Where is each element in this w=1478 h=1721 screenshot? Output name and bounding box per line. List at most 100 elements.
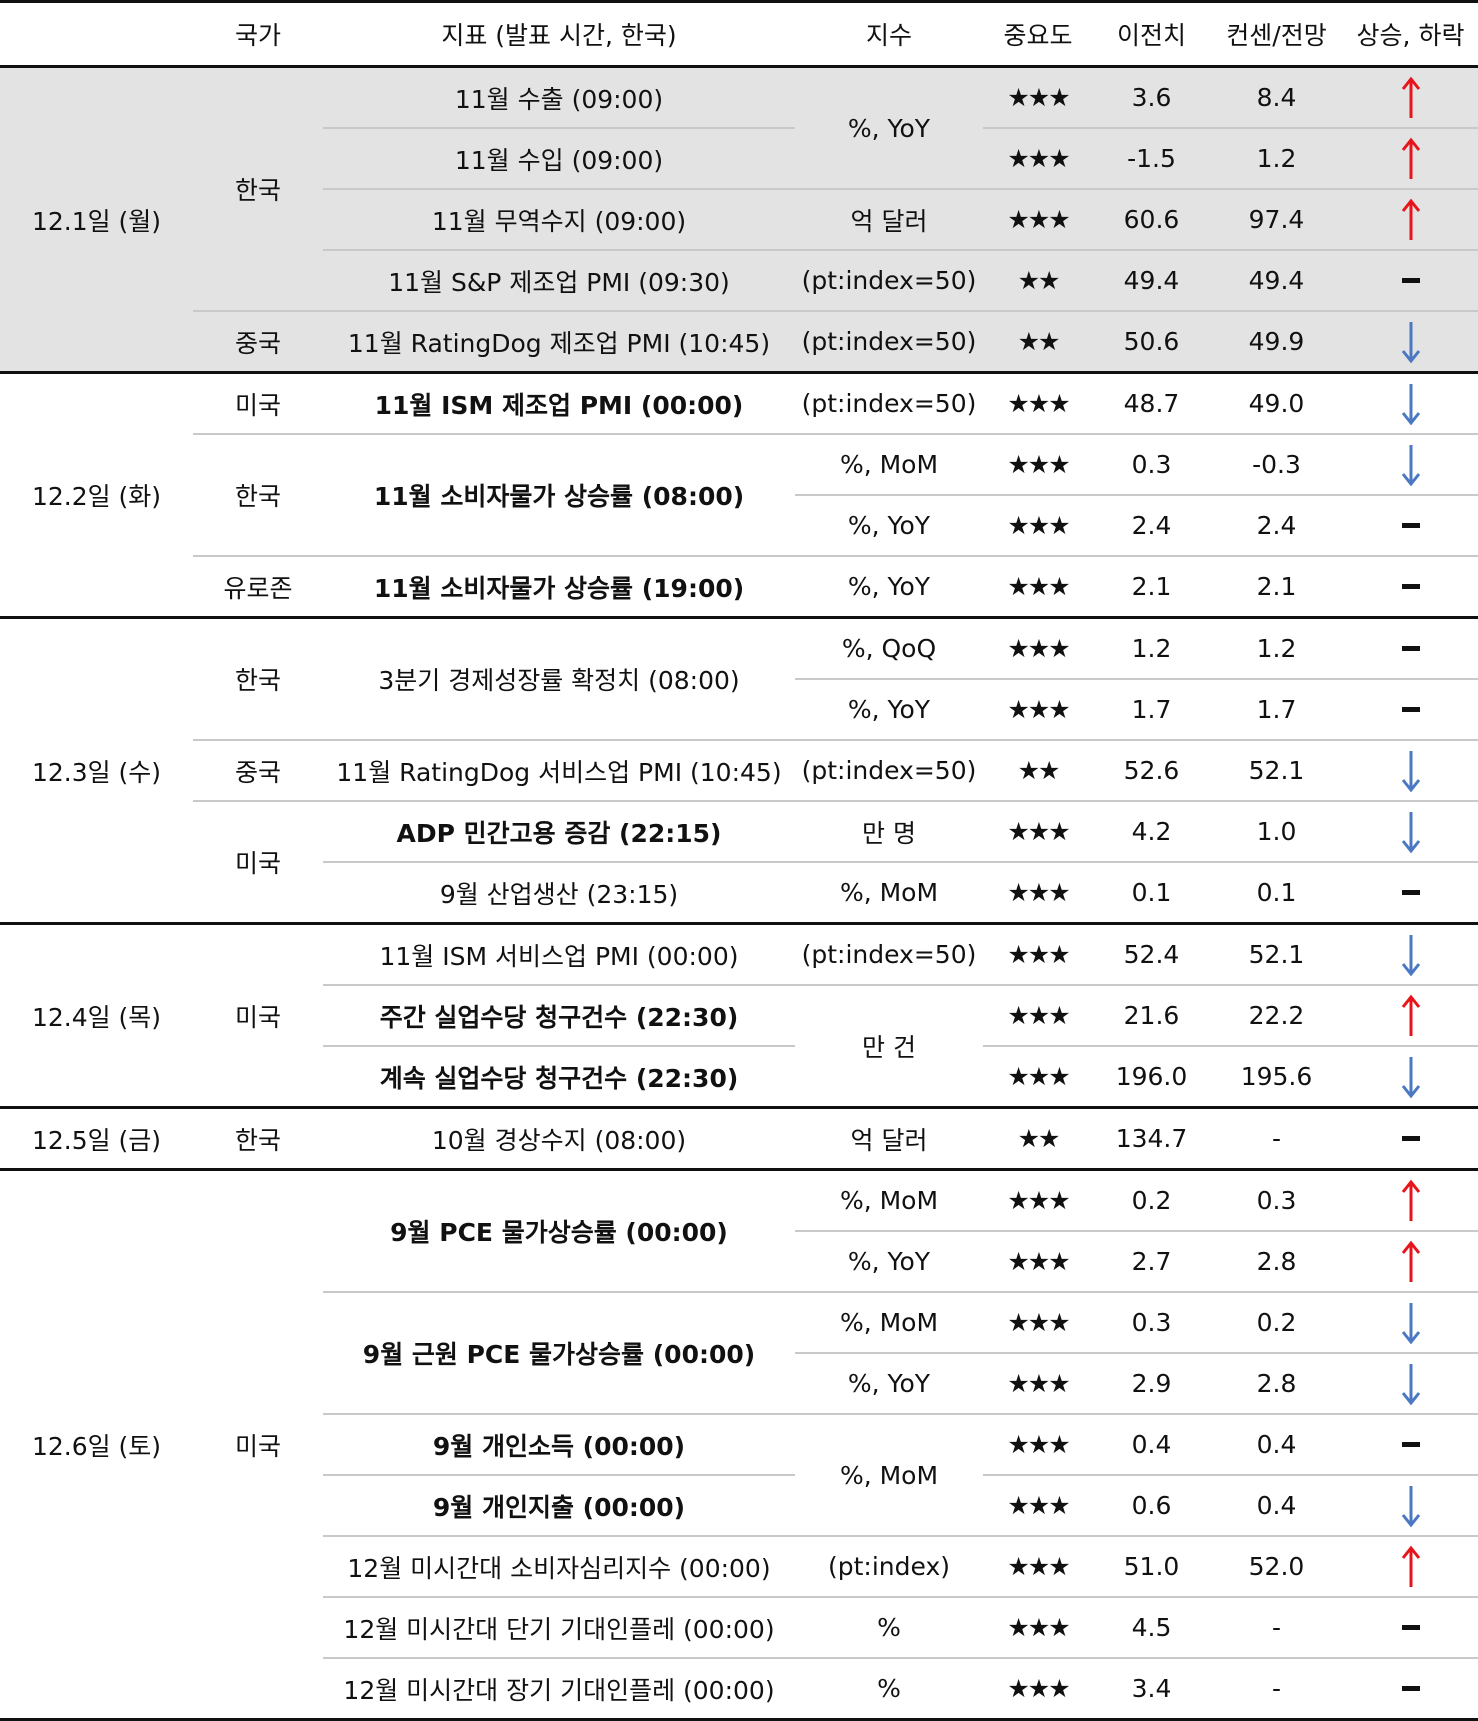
direction-cell [1343,66,1478,129]
previous-value: 2.9 [1093,1353,1210,1415]
unit-cell: %, YoY [795,556,983,619]
indicator-cell: 3분기 경제성장률 확정치 (08:00) [323,617,795,741]
direction-cell [1343,372,1478,435]
arrow-down-icon [1401,934,1420,976]
importance-stars: ★★★ [983,801,1093,863]
consensus-value: 97.4 [1210,189,1343,251]
importance-stars: ★★★ [983,1475,1093,1537]
direction-cell [1343,1597,1478,1659]
previous-value: 0.3 [1093,1292,1210,1354]
dash-icon [1401,522,1420,528]
importance-stars: ★★★ [983,1353,1093,1415]
consensus-value: 49.4 [1210,250,1343,312]
date-cell: 12.3일 (수) [0,617,193,925]
indicator-cell: 10월 경상수지 (08:00) [323,1107,795,1171]
indicator-cell: ADP 민간고용 증감 (22:15) [323,801,795,863]
indicator-cell: 9월 개인소득 (00:00) [323,1414,795,1476]
previous-value: 0.4 [1093,1414,1210,1476]
table-row: 12.4일 (목) 미국 11월 ISM 서비스업 PMI (00:00) (pt:i… [0,923,1478,1109]
previous-value: 52.6 [1093,740,1210,802]
unit-cell: (pt:index=50) [795,923,983,986]
consensus-value: 2.4 [1210,495,1343,557]
consensus-value: 0.2 [1210,1292,1343,1354]
table-row: %, YoY ★★★ 2.7 2.8 [0,1231,1478,1293]
table-row: 11월 S&P 제조업 PMI (09:30) (pt:index=50) ★★ 49… [0,250,1478,312]
date-cell: 12.6일 (토) [0,1169,193,1721]
unit-cell: %, YoY [795,495,983,557]
consensus-value: 2.8 [1210,1231,1343,1293]
table-row: 12.3일 (수) 한국 3분기 경제성장률 확정치 (08:00)%, QoQ ★★… [0,617,1478,925]
importance-stars: ★★★ [983,1536,1093,1598]
unit-cell: %, MoM [795,434,983,496]
previous-value: 50.6 [1093,311,1210,374]
direction-cell [1343,250,1478,312]
consensus-value: 195.6 [1210,1046,1343,1109]
indicator-cell: 11월 수출 (09:00) [323,66,795,129]
table-row: 주간 실업수당 청구건수 (22:30) 만 건 ★★★ 21.6 22.2 [0,985,1478,1109]
direction-cell [1343,1658,1478,1721]
table-row: 9월 산업생산 (23:15)%, MoM ★★★ 0.1 0.1 [0,862,1478,925]
arrow-up-icon [1401,137,1420,179]
table-row: 계속 실업수당 청구건수 (22:30) ★★★ 196.0 195.6 [0,1046,1478,1109]
header-previous: 이전치 [1093,0,1210,68]
consensus-value: 22.2 [1210,985,1343,1047]
country-cell: 미국 [193,1169,323,1721]
consensus-value: 52.0 [1210,1536,1343,1598]
previous-value: 0.1 [1093,862,1210,925]
previous-value: 49.4 [1093,250,1210,312]
consensus-value: 2.1 [1210,556,1343,619]
indicator-cell: 11월 S&P 제조업 PMI (09:30) [323,250,795,312]
indicator-cell: 12월 미시간대 단기 기대인플레 (00:00) [323,1597,795,1659]
importance-stars: ★★★ [983,985,1093,1047]
arrow-down-icon [1401,1363,1420,1405]
previous-value: 3.6 [1093,66,1210,129]
unit-cell: 만 명 [795,801,983,863]
table-row: 12.1일 (월) 한국 11월 수출 (09:00)%, YoY ★★★ 3.6 8.4 [0,66,1478,374]
importance-stars: ★★★ [983,679,1093,741]
table-row: 미국 ADP 민간고용 증감 (22:15) 만 명 ★★★ 4.2 1.0 [0,801,1478,925]
direction-cell [1343,801,1478,863]
previous-value: 60.6 [1093,189,1210,251]
direction-cell [1343,1536,1478,1598]
header-indicator: 지표 (발표 시간, 한국) [323,0,795,68]
consensus-value: 49.0 [1210,372,1343,435]
indicator-cell: 11월 수입 (09:00) [323,128,795,190]
table-row: %, YoY ★★★ 1.7 1.7 [0,679,1478,741]
indicator-cell: 9월 산업생산 (23:15) [323,862,795,925]
consensus-value: - [1210,1107,1343,1171]
previous-value: 1.2 [1093,617,1210,680]
indicator-cell: 9월 근원 PCE 물가상승률 (00:00) [323,1292,795,1415]
indicator-cell: 11월 소비자물가 상승률 (19:00) [323,556,795,619]
header-country: 국가 [193,0,323,68]
dash-icon [1401,583,1420,589]
previous-value: 196.0 [1093,1046,1210,1109]
unit-cell: 만 건 [795,985,983,1109]
importance-stars: ★★ [983,1107,1093,1171]
importance-stars: ★★★ [983,66,1093,129]
direction-cell [1343,862,1478,925]
previous-value: 52.4 [1093,923,1210,986]
arrow-up-icon [1401,1179,1420,1221]
previous-value: 3.4 [1093,1658,1210,1721]
dash-icon [1401,277,1420,283]
consensus-value: -0.3 [1210,434,1343,496]
previous-value: 0.3 [1093,434,1210,496]
indicator-cell: 11월 RatingDog 서비스업 PMI (10:45) [323,740,795,802]
header-consensus: 컨센/전망 [1210,0,1343,68]
unit-cell: (pt:index=50) [795,372,983,435]
arrow-up-icon [1401,994,1420,1036]
consensus-value: 1.0 [1210,801,1343,863]
indicator-cell: 9월 PCE 물가상승률 (00:00) [323,1169,795,1293]
indicator-cell: 주간 실업수당 청구건수 (22:30) [323,985,795,1047]
country-cell: 미국 [193,801,323,925]
consensus-value: 0.4 [1210,1475,1343,1537]
previous-value: 2.7 [1093,1231,1210,1293]
table-row: %, YoY ★★★ 2.4 2.4 [0,495,1478,557]
previous-value: 51.0 [1093,1536,1210,1598]
arrow-up-icon [1401,1545,1420,1587]
previous-value: 2.1 [1093,556,1210,619]
importance-stars: ★★★ [983,372,1093,435]
consensus-value: 1.7 [1210,679,1343,741]
consensus-value: 2.8 [1210,1353,1343,1415]
arrow-up-icon [1401,1240,1420,1282]
